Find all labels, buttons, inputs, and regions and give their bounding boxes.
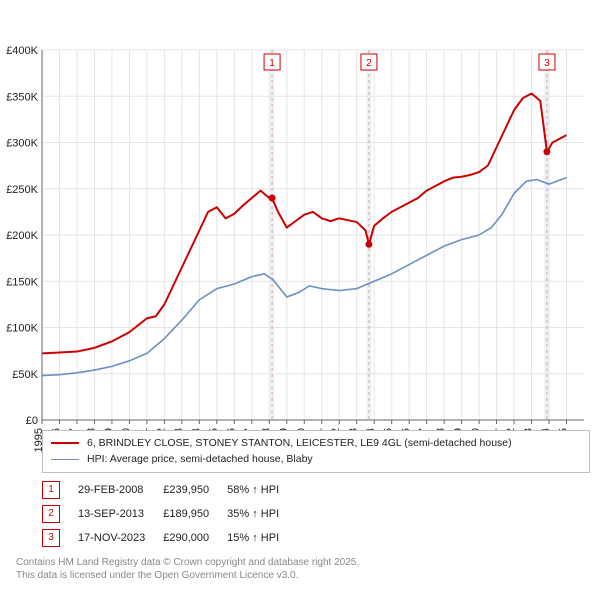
legend: 6, BRINDLEY CLOSE, STONEY STANTON, LEICE… [42, 430, 590, 473]
svg-text:3: 3 [544, 58, 550, 69]
event-row: 3 17-NOV-2023£290,00015% ↑ HPI [42, 526, 297, 550]
legend-swatch [51, 459, 79, 460]
event-row: 1 29-FEB-2008£239,95058% ↑ HPI [42, 478, 297, 502]
legend-swatch [51, 442, 79, 444]
events-table: 1 29-FEB-2008£239,95058% ↑ HPI 2 13-SEP-201… [42, 478, 297, 550]
y-tick-label: £0 [26, 415, 38, 427]
event-number-badge: 2 [42, 505, 60, 523]
footer-line-1: Contains HM Land Registry data © Crown c… [16, 556, 359, 569]
event-date: 13-SEP-2013 [78, 502, 163, 526]
y-tick-label: £150K [6, 276, 38, 288]
event-marker: 3 [539, 54, 555, 70]
y-tick-label: £250K [6, 184, 38, 196]
event-delta: 15% ↑ HPI [227, 526, 297, 550]
event-price: £290,000 [163, 526, 227, 550]
event-row: 2 13-SEP-2013£189,95035% ↑ HPI [42, 502, 297, 526]
y-tick-label: £350K [6, 91, 38, 103]
chart-container: 6, BRINDLEY CLOSE, STONEY STANTON, LEICE… [0, 0, 600, 590]
event-number-badge: 1 [42, 481, 60, 499]
legend-item: 6, BRINDLEY CLOSE, STONEY STANTON, LEICE… [51, 435, 581, 451]
svg-text:1: 1 [269, 58, 275, 69]
event-marker: 2 [361, 54, 377, 70]
svg-text:2: 2 [366, 58, 372, 69]
event-price: £189,950 [163, 502, 227, 526]
legend-item: HPI: Average price, semi-detached house,… [51, 451, 581, 467]
legend-label: 6, BRINDLEY CLOSE, STONEY STANTON, LEICE… [87, 435, 512, 451]
y-tick-label: £300K [6, 138, 38, 150]
sale-point-marker [543, 148, 550, 155]
footer-attribution: Contains HM Land Registry data © Crown c… [16, 556, 359, 582]
event-delta: 35% ↑ HPI [227, 502, 297, 526]
y-tick-label: £100K [6, 323, 38, 335]
event-marker: 1 [264, 54, 280, 70]
legend-label: HPI: Average price, semi-detached house,… [87, 451, 313, 467]
y-tick-label: £200K [6, 230, 38, 242]
event-date: 29-FEB-2008 [78, 478, 163, 502]
sale-point-marker [365, 241, 372, 248]
sale-point-marker [269, 195, 276, 202]
event-price: £239,950 [163, 478, 227, 502]
y-tick-label: £400K [6, 45, 38, 57]
event-delta: 58% ↑ HPI [227, 478, 297, 502]
event-date: 17-NOV-2023 [78, 526, 163, 550]
event-number-badge: 3 [42, 529, 60, 547]
footer-line-2: This data is licensed under the Open Gov… [16, 569, 359, 582]
chart-plot-area: £0 £50K £100K £150K £200K £250K £300K £350K £400… [0, 0, 600, 460]
y-tick-label: £50K [12, 369, 38, 381]
